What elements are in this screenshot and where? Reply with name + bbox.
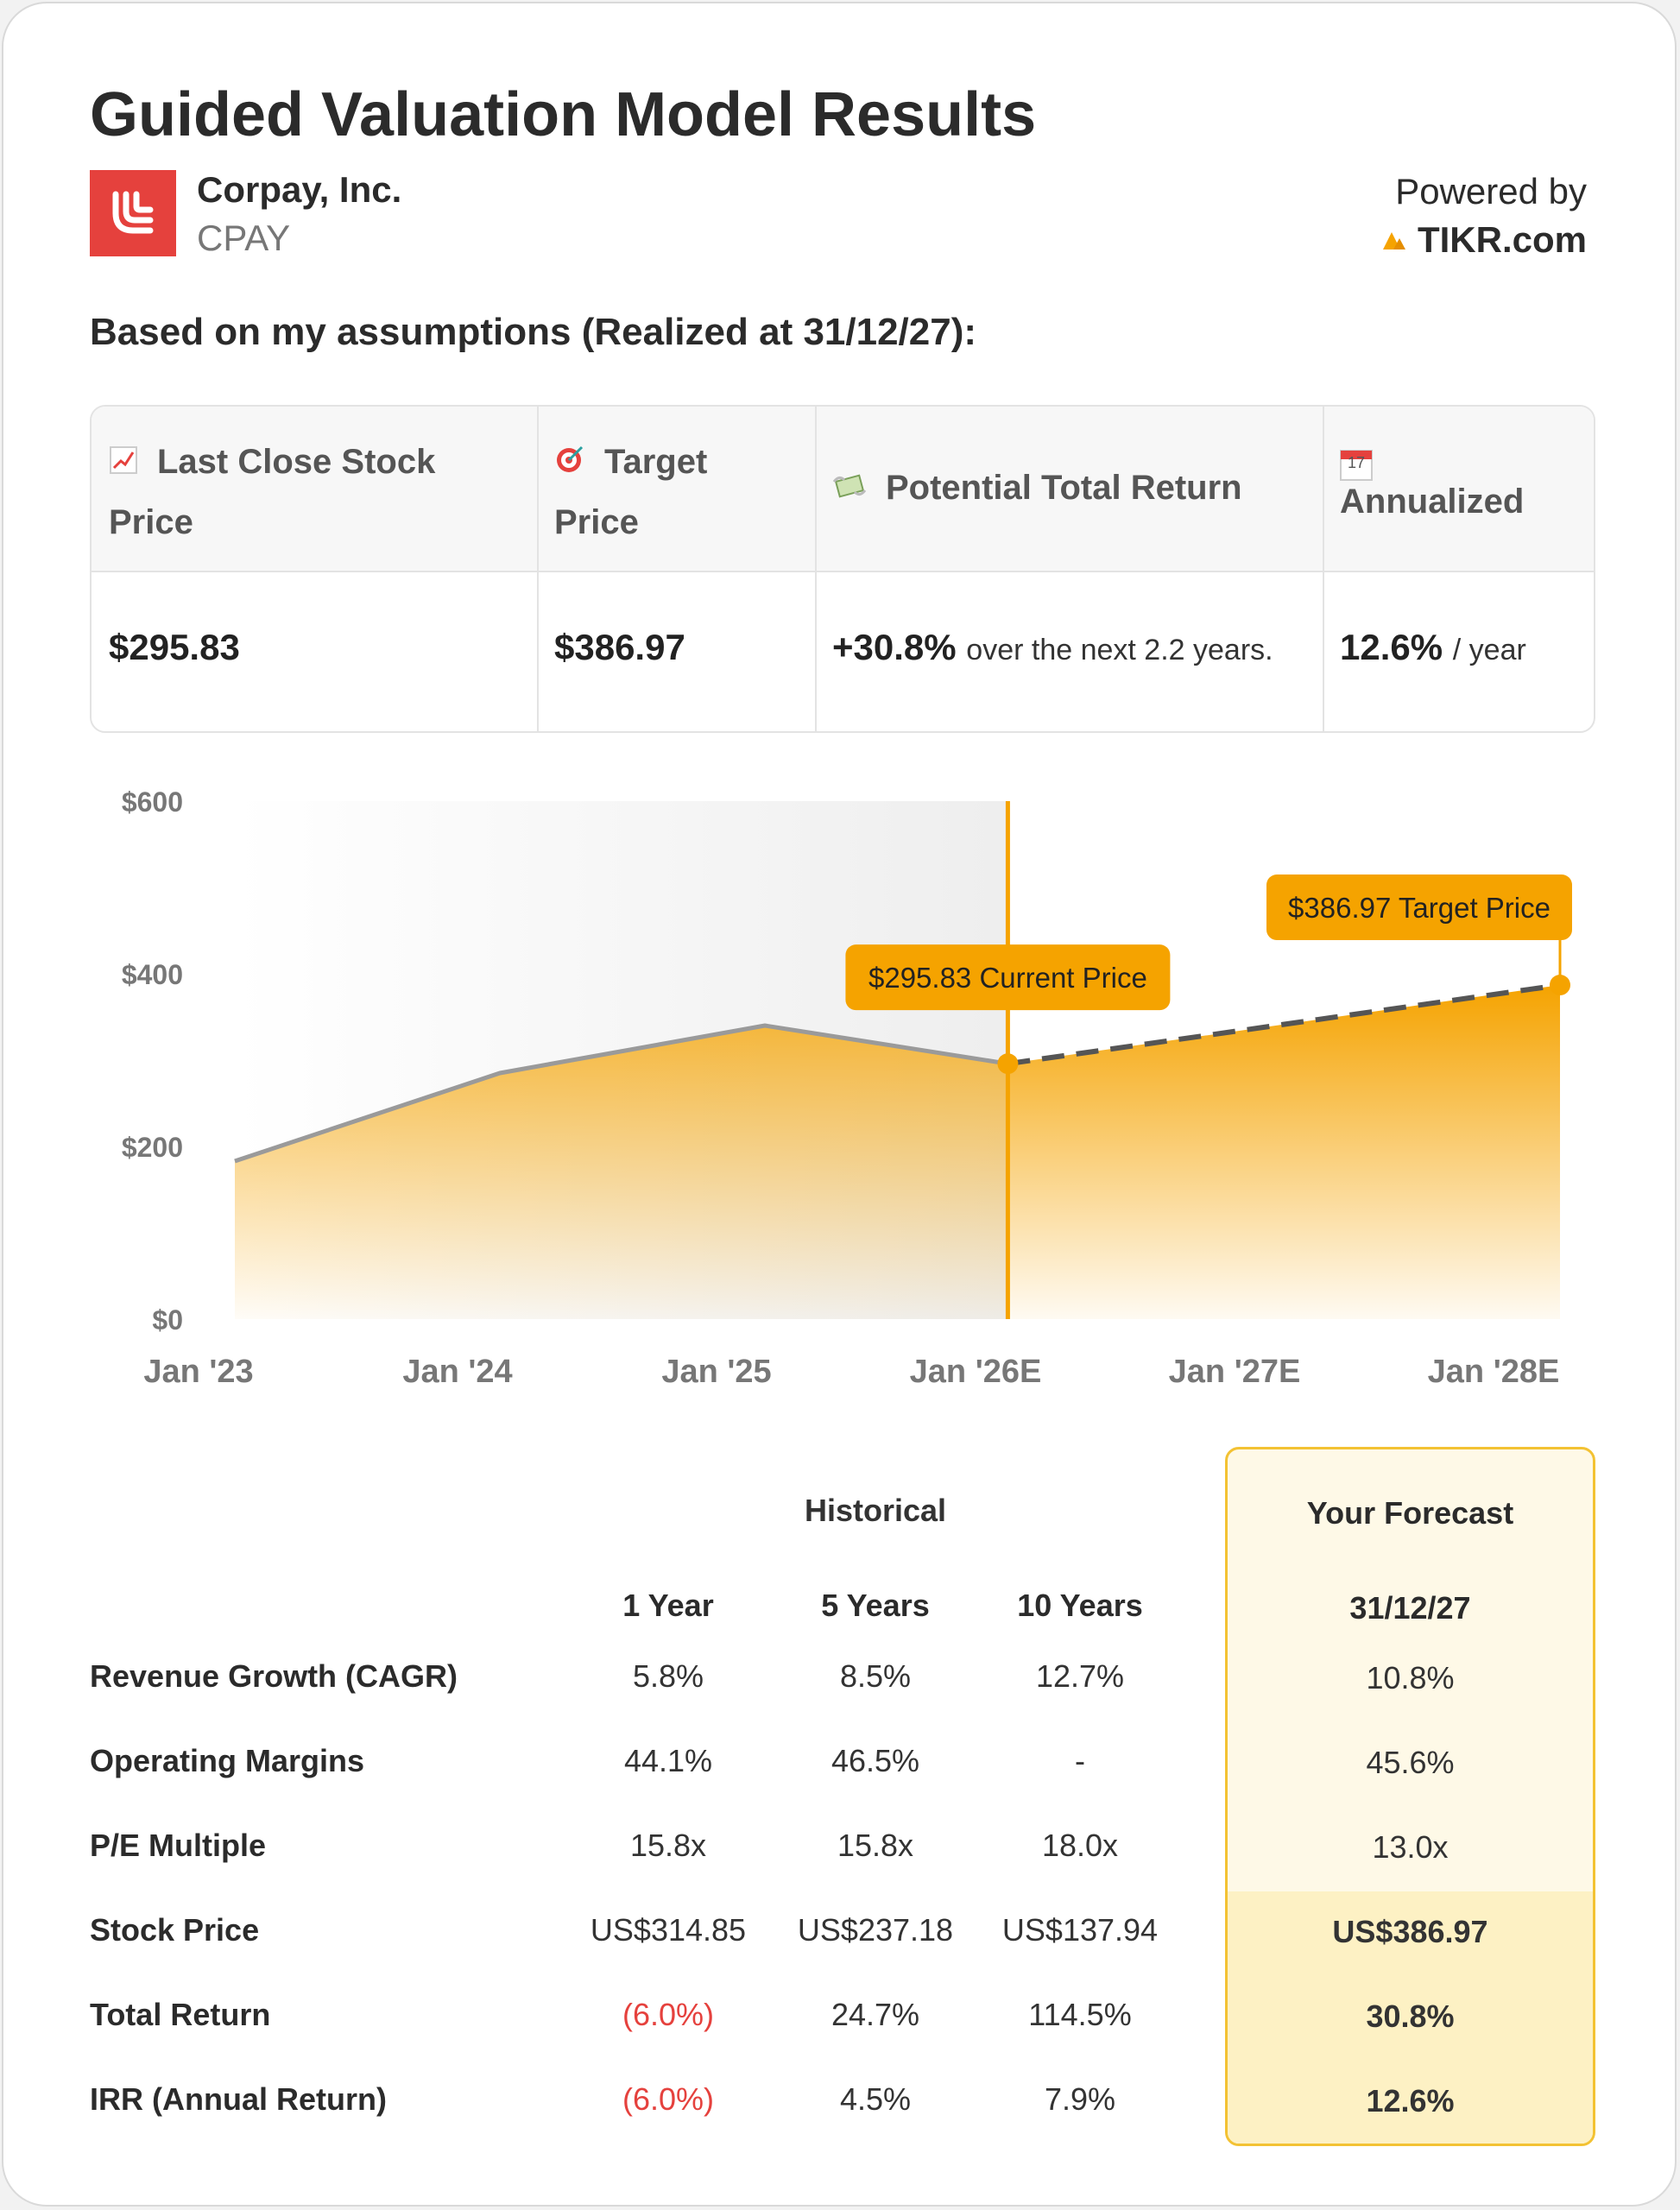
forecast-value: 30.8% (1366, 1998, 1455, 2034)
company-logo (90, 170, 176, 256)
historical-value: 15.8x (837, 1828, 914, 1863)
header-last-close-label: Last Close Stock Price (109, 443, 436, 542)
calendar-icon: 17 (1340, 441, 1373, 481)
historical-value: 24.7% (831, 1997, 920, 2032)
forecast-value: 45.6% (1366, 1745, 1455, 1780)
annualized-value: 12.6% / year (1340, 627, 1526, 667)
page-title: Guided Valuation Model Results (90, 80, 1037, 149)
x-tick-label: Jan '24 (402, 1354, 512, 1390)
corpay-logo-icon (112, 191, 154, 234)
column-header-1-year: 1 Year (622, 1588, 714, 1623)
forecast-title: Your Forecast (1306, 1495, 1514, 1531)
historical-value: 4.5% (839, 2081, 912, 2117)
assumption-heading: Based on my assumptions (Realized at 31/… (90, 311, 977, 353)
historical-value: US$137.94 (1001, 1912, 1159, 1948)
header-target-label: Target Price (554, 443, 708, 542)
company-ticker: CPAY (197, 218, 291, 258)
historical-value: 7.9% (1044, 2081, 1116, 2117)
annotation-label: $386.97 Target Price (1288, 892, 1551, 924)
column-divider (537, 407, 539, 731)
historical-value: 44.1% (623, 1743, 713, 1778)
forecast-value: 10.8% (1366, 1660, 1455, 1695)
y-tick-label: $400 (122, 959, 183, 990)
historical-value: - (1075, 1743, 1085, 1778)
historical-value: 18.0x (1041, 1828, 1119, 1863)
y-tick-label: $0 (152, 1304, 183, 1335)
historical-value: US$314.85 (590, 1912, 747, 1948)
row-label: Stock Price (90, 1912, 260, 1948)
annotation-point (997, 1053, 1019, 1075)
row-label: Total Return (90, 1997, 271, 2032)
historical-value: 5.8% (632, 1658, 704, 1694)
historical-title: Historical (804, 1493, 947, 1528)
tikr-logo-icon (1382, 232, 1405, 249)
x-tick-label: Jan '23 (143, 1354, 253, 1390)
historical-value: 15.8x (629, 1828, 707, 1863)
price-chart: $0 $200 $400 $600 Jan '23 Jan '24 Jan '25 Jan '… (122, 786, 1572, 1390)
chart-increasing-icon (109, 434, 138, 493)
historical-price-line (234, 1023, 1008, 1164)
historical-value: 8.5% (839, 1658, 912, 1694)
historical-value: (6.0%) (622, 1997, 715, 2032)
forecast-value: 13.0x (1372, 1829, 1449, 1865)
column-header-5-years: 5 Years (821, 1588, 930, 1623)
forecast-value: US$386.97 (1332, 1914, 1488, 1949)
target-value: $386.97 (554, 627, 685, 667)
row-label: Operating Margins (90, 1743, 365, 1778)
x-tick-label: Jan '27E (1169, 1354, 1301, 1390)
header-annualized-label: Annualized (1340, 483, 1525, 521)
historical-value: 114.5% (1028, 1997, 1132, 2032)
x-tick-label: Jan '28E (1428, 1354, 1560, 1390)
column-header-10-years: 10 Years (1017, 1588, 1143, 1623)
forecast-date: 31/12/27 (1349, 1590, 1471, 1626)
header-potential-return: Potential Total Return (832, 458, 1316, 519)
row-label: IRR (Annual Return) (90, 2081, 387, 2117)
forecast-area (1007, 985, 1560, 1319)
target-icon (554, 434, 585, 493)
x-tick-label: Jan '25 (661, 1354, 771, 1390)
potential-return-value: +30.8% over the next 2.2 years. (832, 627, 1273, 667)
money-wings-icon (832, 460, 867, 519)
forecast-highlight (1228, 1891, 1593, 2144)
header-annualized: 17 Annualized (1340, 433, 1582, 531)
column-divider (1323, 407, 1324, 731)
y-tick-label: $200 (122, 1132, 183, 1163)
company-name: Corpay, Inc. (197, 169, 402, 210)
historical-value: 46.5% (831, 1743, 920, 1778)
forecast-value: 12.6% (1366, 2083, 1455, 2118)
calendar-day: 17 (1347, 454, 1366, 471)
header-last-close: Last Close Stock Price (109, 433, 523, 552)
powered-by-label: Powered by (1395, 171, 1587, 212)
column-divider (815, 407, 817, 731)
last-close-value: $295.83 (109, 627, 240, 667)
annotation-point (1550, 975, 1570, 996)
header-potential-return-label: Potential Total Return (886, 469, 1242, 507)
header-target: Target Price (554, 433, 796, 552)
annotation-label: $295.83 Current Price (868, 962, 1147, 994)
summary-table: Last Close Stock Price Target Price Pote… (90, 405, 1595, 733)
annotation-box (845, 944, 1171, 1011)
x-tick-label: Jan '26E (910, 1354, 1042, 1390)
forecast-price-line (1007, 982, 1561, 1067)
y-tick-label: $600 (122, 786, 183, 818)
historical-value: 12.7% (1035, 1658, 1125, 1694)
tikr-brand: TIKR.com (1381, 219, 1587, 261)
annotation-box (1266, 875, 1572, 941)
historical-value: US$237.18 (797, 1912, 954, 1948)
row-label: Revenue Growth (CAGR) (90, 1658, 458, 1694)
historical-value: (6.0%) (622, 2081, 715, 2117)
tikr-brand-name: TIKR.com (1417, 219, 1587, 260)
forecast-column (1225, 1447, 1595, 2146)
row-label: P/E Multiple (90, 1828, 267, 1863)
